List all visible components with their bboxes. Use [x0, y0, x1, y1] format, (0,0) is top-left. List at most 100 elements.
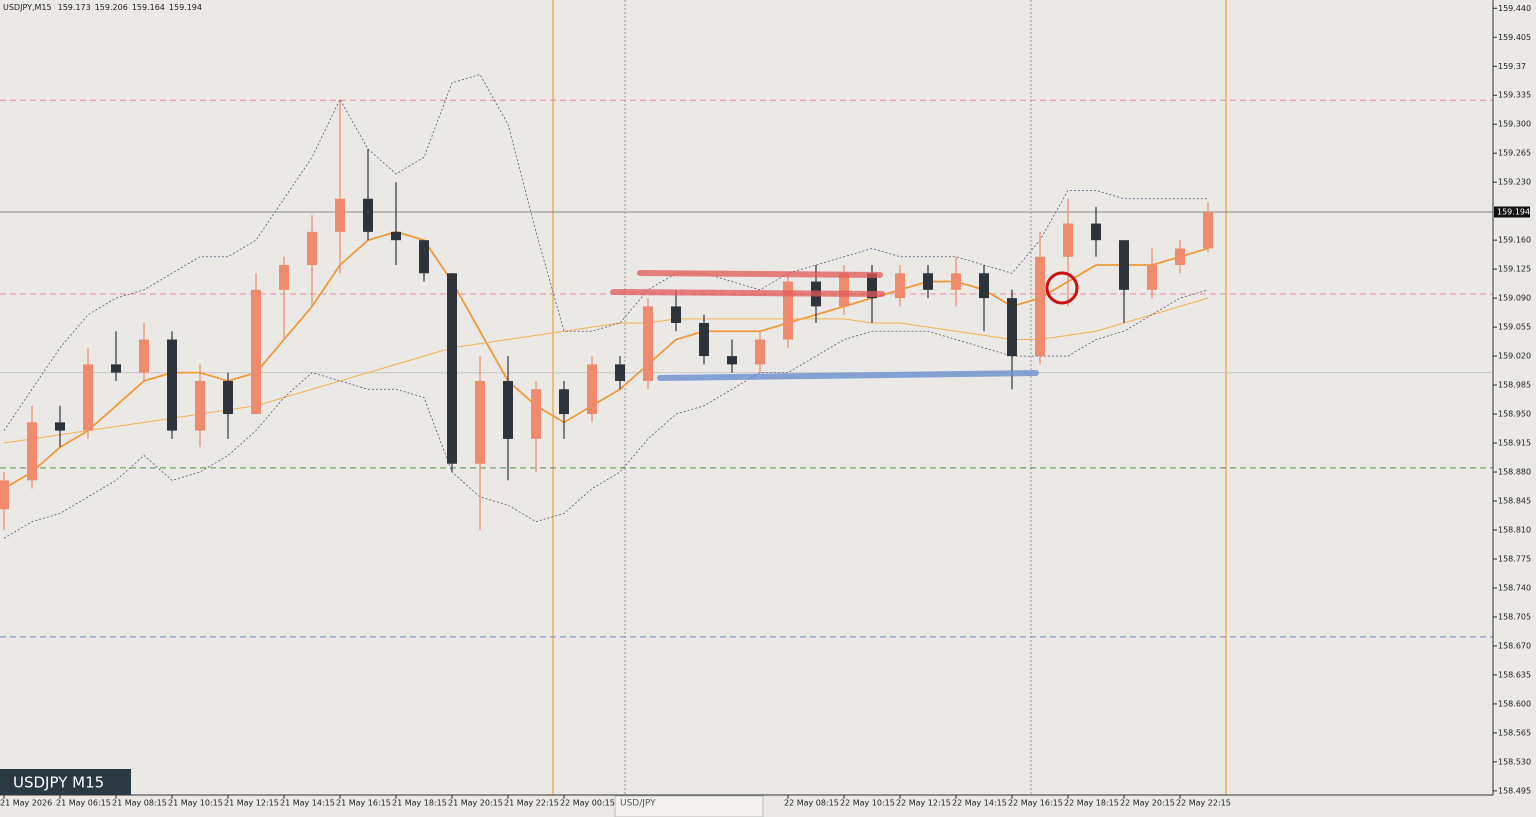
x-tick-label: 21 May 14:15: [280, 799, 335, 808]
ohlc-value: 159.173: [58, 3, 91, 12]
symbol-info: USDJPY,M15 159.173 159.206 159.164 159.194: [3, 3, 202, 12]
resistance-trendline: [637, 270, 883, 278]
y-tick-label: 158.635: [1498, 670, 1531, 679]
x-tick-label: 21 May 12:15: [224, 799, 279, 808]
candle-body: [1203, 212, 1213, 249]
x-tick-label: 21 May 16:15: [336, 799, 391, 808]
candle-body: [587, 364, 597, 415]
y-tick-label: 158.775: [1498, 554, 1531, 563]
indicator-line: [3, 230, 1209, 490]
ohlc-value: 159.194: [169, 3, 202, 12]
ohlc-value: 159.206: [95, 3, 128, 12]
y-tick-label: 159.020: [1498, 352, 1531, 361]
background-layer: [552, 0, 1227, 795]
candle-body: [867, 273, 877, 299]
y-tick-label: 158.705: [1498, 612, 1531, 621]
x-tick-label: 21 May 08:15: [112, 799, 167, 808]
candle-body: [895, 273, 905, 299]
tooltip-box: [614, 795, 764, 817]
x-tick-label: 21 May 2026: [0, 799, 52, 808]
candle-body: [755, 339, 765, 365]
y-tick-label: 159.440: [1498, 4, 1531, 13]
x-tick-label: 22 May 00:15: [560, 799, 615, 808]
candle-body: [475, 380, 485, 464]
x-tick-label: 22 May 14:15: [952, 799, 1007, 808]
y-tick-label: 159.160: [1498, 236, 1531, 245]
candle-body: [615, 364, 625, 381]
highlight-circle: [1045, 271, 1079, 305]
candle-body: [1147, 265, 1157, 290]
y-tick-label: 158.845: [1498, 497, 1531, 506]
x-tick-label: 22 May 20:15: [1120, 799, 1175, 808]
y-tick-label: 159.300: [1498, 120, 1531, 129]
x-tick-label: 21 May 10:15: [168, 799, 223, 808]
support-trendline: [657, 370, 1039, 381]
candle-body: [671, 306, 681, 323]
y-tick-label: 159.090: [1498, 294, 1531, 303]
candle-body: [503, 380, 513, 439]
candle-body: [727, 356, 737, 365]
candle-body: [0, 480, 9, 510]
candle-body: [923, 273, 933, 290]
y-tick-label: 158.950: [1498, 410, 1531, 419]
candle-body: [1063, 223, 1073, 257]
candle-body: [1175, 248, 1185, 265]
y-tick-label: 159.37: [1498, 62, 1526, 71]
resistance-trendline: [610, 289, 885, 297]
candle-body: [251, 289, 261, 415]
user-drawings: [610, 270, 1079, 381]
candle-body: [447, 273, 457, 464]
y-tick-label: 158.740: [1498, 583, 1531, 592]
candle-body: [783, 281, 793, 340]
candle-body: [307, 231, 317, 265]
symbol: USDJPY,M15: [3, 3, 52, 12]
y-tick-label: 158.810: [1498, 526, 1531, 535]
candle-body: [951, 273, 961, 290]
watermark-box: [0, 769, 131, 795]
candle-body: [167, 339, 177, 431]
y-tick-label: 159.125: [1498, 265, 1531, 274]
candle-body: [699, 322, 709, 357]
candle-body: [27, 422, 37, 481]
y-tick-label: 159.335: [1498, 91, 1531, 100]
ohlc-value: 159.164: [132, 3, 165, 12]
candle-body: [363, 198, 373, 232]
y-tick-label: 158.915: [1498, 439, 1531, 448]
x-tick-label: 22 May 22:15: [1176, 799, 1231, 808]
candle-body: [1007, 298, 1017, 357]
candle-body: [111, 364, 121, 373]
y-tick-label: 158.530: [1498, 757, 1531, 766]
x-tick-label: 21 May 22:15: [504, 799, 559, 808]
indicator-line: [3, 289, 1209, 539]
x-tick-label: 22 May 10:15: [840, 799, 895, 808]
candle-body: [55, 422, 65, 431]
y-tick-label: 158.880: [1498, 468, 1531, 477]
candle-body: [979, 273, 989, 299]
last-price-label: 159.194: [1497, 208, 1530, 217]
y-tick-label: 159.265: [1498, 149, 1531, 158]
candle-body: [839, 273, 849, 307]
x-tick-label: 22 May 18:15: [1064, 799, 1119, 808]
candle-body: [419, 240, 429, 274]
last-price-box: [1494, 206, 1530, 218]
candle-body: [1035, 256, 1045, 357]
candle-body: [195, 380, 205, 431]
candle-body: [139, 339, 149, 373]
candle-body: [391, 231, 401, 241]
x-tick-label: 22 May 12:15: [896, 799, 951, 808]
candle-body: [279, 265, 289, 290]
y-tick-label: 159.405: [1498, 33, 1531, 42]
y-tick-label: 158.600: [1498, 699, 1531, 708]
candle-body: [83, 364, 93, 431]
x-tick-label: 21 May 06:15: [56, 799, 111, 808]
x-tick-label: 21 May 18:15: [392, 799, 447, 808]
y-tick-label: 158.495: [1498, 786, 1531, 795]
tooltip: USD/JPY: [620, 799, 656, 809]
candle-body: [1091, 223, 1101, 241]
watermark: USDJPY M15: [13, 774, 104, 792]
indicator-line: [3, 74, 1208, 431]
candle-body: [223, 380, 233, 415]
plot-area: [0, 74, 1493, 638]
